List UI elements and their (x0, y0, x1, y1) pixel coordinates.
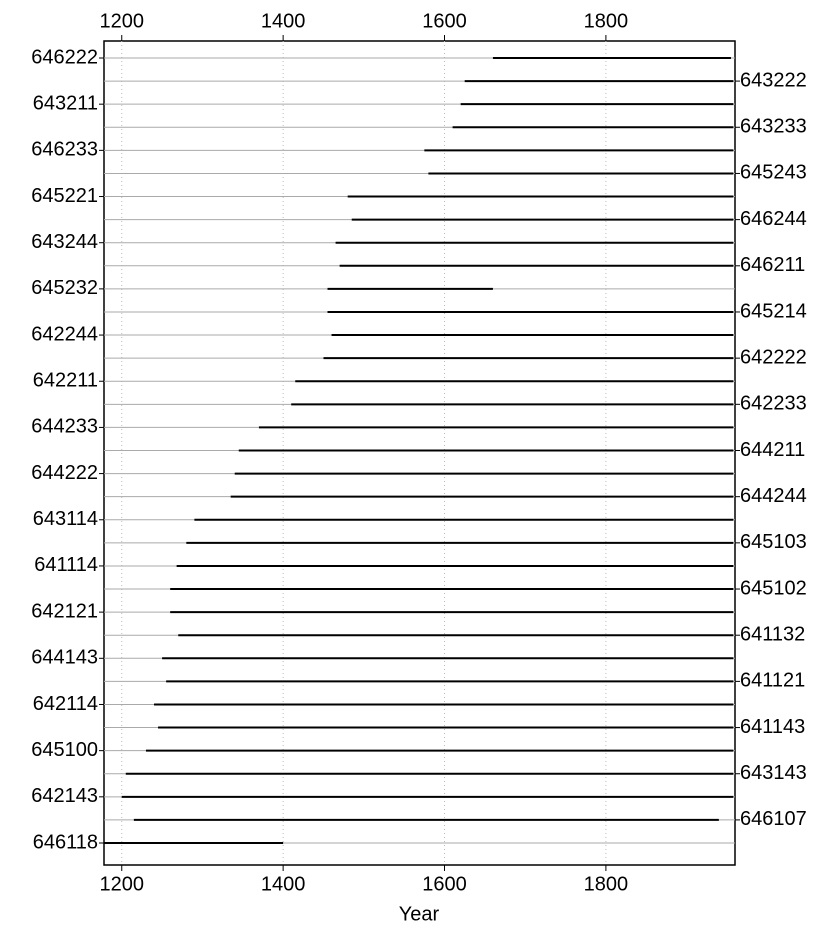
x-tick-label-top: 1200 (100, 10, 145, 32)
series-label: 645102 (740, 577, 807, 599)
series-label: 642222 (740, 346, 807, 368)
series-label: 645214 (740, 300, 807, 322)
x-axis-label: Year (399, 903, 440, 925)
x-tick-label-top: 1800 (584, 10, 629, 32)
series-label: 645221 (31, 185, 98, 207)
series-label: 644222 (31, 462, 98, 484)
series-label: 646211 (740, 254, 805, 276)
series-label: 643222 (740, 69, 807, 91)
x-tick-label-top: 1400 (261, 10, 306, 32)
x-tick-label-bottom: 1600 (422, 873, 467, 895)
series-label: 642211 (33, 370, 98, 392)
series-label: 641143 (740, 716, 805, 738)
series-label: 642114 (33, 693, 98, 715)
series-label: 643114 (33, 508, 98, 530)
series-label: 646118 (33, 831, 98, 853)
series-label: 641114 (34, 554, 98, 576)
series-label: 645232 (31, 277, 98, 299)
series-label: 643211 (33, 92, 98, 114)
series-label: 645103 (740, 531, 807, 553)
series-label: 642121 (31, 600, 98, 622)
series-label: 643233 (740, 116, 807, 138)
series-label: 642233 (740, 393, 807, 415)
series-label: 646107 (740, 808, 807, 830)
plot-frame (103, 40, 736, 866)
x-tick-label-bottom: 1800 (584, 873, 629, 895)
x-tick-label-top: 1600 (422, 10, 467, 32)
series-label: 642143 (31, 785, 98, 807)
series-label: 644244 (740, 485, 807, 507)
series-label: 644211 (740, 439, 805, 461)
series-label: 641121 (740, 670, 805, 692)
x-tick-label-bottom: 1400 (261, 873, 306, 895)
series-label: 644143 (31, 647, 98, 669)
series-label: 642244 (31, 323, 98, 345)
series-label: 643143 (740, 762, 807, 784)
series-label: 646244 (740, 208, 807, 230)
series-label: 646222 (31, 46, 98, 68)
series-label: 643244 (31, 231, 98, 253)
x-tick-label-bottom: 1200 (100, 873, 145, 895)
series-label: 645243 (740, 162, 807, 184)
series-label: 646233 (31, 139, 98, 161)
series-label: 645100 (31, 739, 98, 761)
series-label: 644233 (31, 416, 98, 438)
series-label: 641132 (740, 623, 805, 645)
